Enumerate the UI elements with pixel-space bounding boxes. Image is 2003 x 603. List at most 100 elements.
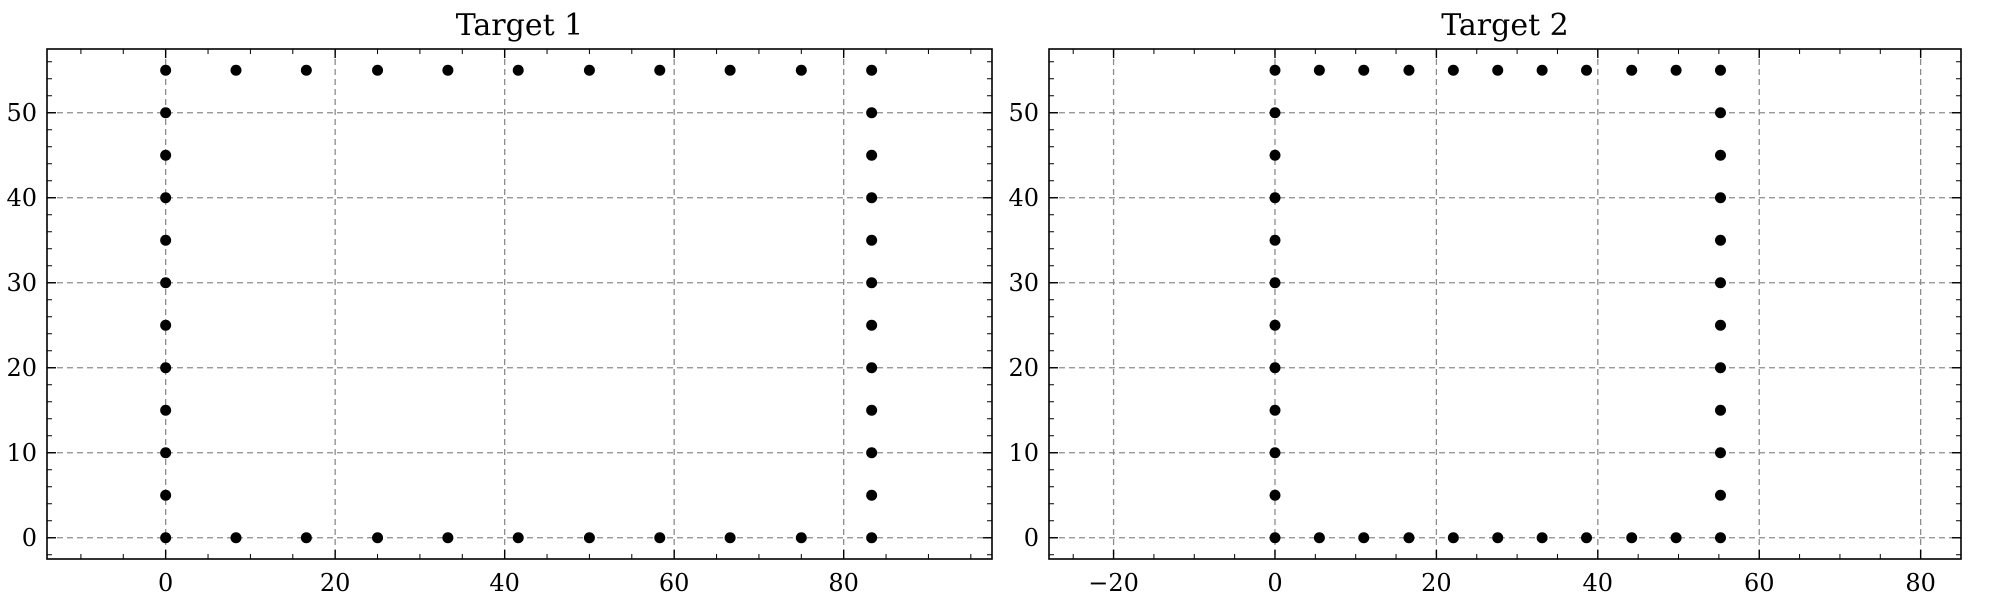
y-tick-label: 50: [1008, 99, 1039, 127]
data-point: [866, 192, 878, 204]
data-point: [724, 532, 736, 544]
data-point: [866, 447, 878, 459]
data-point: [583, 64, 595, 76]
y-tick-label: 20: [6, 354, 37, 382]
data-point: [1269, 234, 1281, 246]
data-point: [1536, 532, 1548, 544]
data-point: [724, 64, 736, 76]
data-point: [160, 64, 172, 76]
data-point: [160, 489, 172, 501]
data-point: [1269, 107, 1281, 119]
y-tick-label: 30: [1008, 269, 1039, 297]
data-point: [1714, 192, 1726, 204]
data-point: [866, 404, 878, 416]
data-point: [1714, 149, 1726, 161]
data-point: [442, 64, 454, 76]
y-tick-label: 50: [6, 99, 37, 127]
data-point: [1269, 362, 1281, 374]
data-point: [160, 107, 172, 119]
data-point: [1269, 319, 1281, 331]
data-point: [160, 319, 172, 331]
data-point: [1358, 532, 1370, 544]
data-point: [1269, 447, 1281, 459]
x-tick-label: 80: [828, 569, 859, 597]
y-tick-label: 40: [6, 184, 37, 212]
data-point: [512, 532, 524, 544]
data-point: [866, 489, 878, 501]
data-point: [1447, 64, 1459, 76]
x-tick-label: 0: [1267, 569, 1282, 597]
data-point: [230, 64, 242, 76]
data-point: [1269, 277, 1281, 289]
x-tick-label: 60: [1744, 569, 1775, 597]
data-point: [1714, 319, 1726, 331]
data-point: [866, 319, 878, 331]
data-point: [866, 107, 878, 119]
x-tick-label: 60: [659, 569, 690, 597]
data-point: [1581, 532, 1593, 544]
data-point: [1313, 64, 1325, 76]
plot-frame: [46, 48, 993, 560]
data-point: [160, 149, 172, 161]
data-point: [1581, 64, 1593, 76]
data-point: [372, 532, 384, 544]
data-point: [1358, 64, 1370, 76]
data-point: [1714, 532, 1726, 544]
y-tick-label: 40: [1008, 184, 1039, 212]
y-tick-label: 20: [1008, 354, 1039, 382]
data-point: [1714, 107, 1726, 119]
data-point: [866, 277, 878, 289]
data-point: [372, 64, 384, 76]
data-point: [795, 64, 807, 76]
data-point: [160, 277, 172, 289]
data-point: [1626, 64, 1638, 76]
data-point: [1714, 447, 1726, 459]
data-point: [1447, 532, 1459, 544]
data-point: [1313, 532, 1325, 544]
data-point: [654, 64, 666, 76]
data-point: [1714, 489, 1726, 501]
data-point: [1403, 64, 1415, 76]
data-point: [583, 532, 595, 544]
y-tick-label: 0: [1024, 524, 1039, 552]
data-point: [1269, 192, 1281, 204]
x-tick-label: 0: [158, 569, 173, 597]
chart-title: Target 2: [1441, 8, 1569, 43]
data-point: [866, 149, 878, 161]
data-point: [300, 532, 312, 544]
chart-panel-2: Target 2 −20 0 20 40 60 80 0 10 20 30 40 50: [1008, 8, 1962, 597]
data-point: [160, 192, 172, 204]
data-point: [1714, 277, 1726, 289]
data-point: [230, 532, 242, 544]
data-point: [160, 447, 172, 459]
data-point: [1626, 532, 1638, 544]
data-point: [1269, 404, 1281, 416]
data-point: [1492, 532, 1504, 544]
y-tick-label: 30: [6, 269, 37, 297]
data-point: [866, 362, 878, 374]
data-point: [1269, 532, 1281, 544]
data-point: [300, 64, 312, 76]
data-point: [1536, 64, 1548, 76]
data-point: [1714, 404, 1726, 416]
data-point: [1403, 532, 1415, 544]
data-point: [654, 532, 666, 544]
data-point: [442, 532, 454, 544]
chart-panel-1: Target 1 0 20 40 60 80 0 10 20 30 40 50: [6, 8, 993, 597]
data-point: [160, 404, 172, 416]
data-point: [795, 532, 807, 544]
x-tick-label: 20: [320, 569, 351, 597]
data-point: [160, 362, 172, 374]
data-point: [160, 532, 172, 544]
data-point: [1670, 532, 1682, 544]
data-point: [866, 532, 878, 544]
y-tick-label: 0: [22, 524, 37, 552]
chart-title: Target 1: [456, 8, 584, 43]
x-tick-label: 20: [1421, 569, 1452, 597]
x-tick-label: 80: [1905, 569, 1936, 597]
y-tick-label: 10: [6, 439, 37, 467]
data-point: [1269, 64, 1281, 76]
data-point: [1714, 64, 1726, 76]
data-point: [1269, 149, 1281, 161]
